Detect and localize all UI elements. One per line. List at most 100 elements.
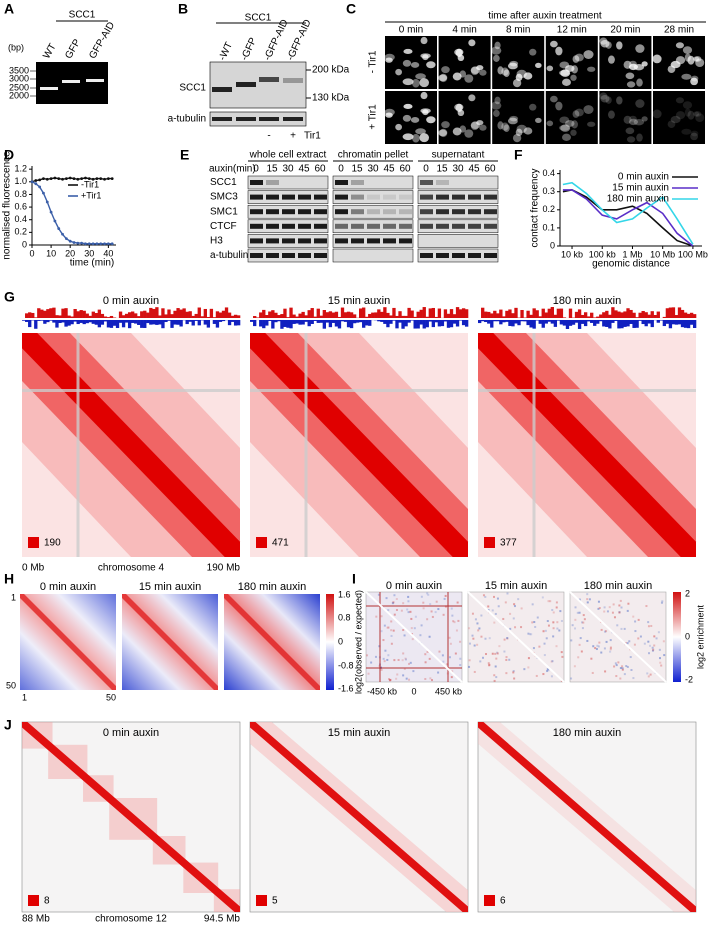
track-bar bbox=[386, 320, 390, 328]
nucleus bbox=[464, 74, 474, 83]
scale-label: 5 bbox=[272, 896, 278, 907]
track-bar bbox=[94, 320, 98, 325]
noise bbox=[618, 611, 621, 614]
noise bbox=[547, 624, 550, 627]
contact-band bbox=[478, 722, 696, 912]
noise bbox=[388, 679, 391, 682]
nucleus bbox=[546, 65, 554, 72]
track-bar bbox=[152, 320, 156, 325]
scale-label: 8 bbox=[44, 896, 50, 907]
point bbox=[110, 177, 114, 181]
noise bbox=[652, 648, 655, 651]
track-bar bbox=[431, 307, 435, 318]
blot-band bbox=[283, 117, 303, 121]
noise bbox=[380, 668, 383, 671]
nucleus bbox=[694, 111, 702, 117]
colorbar bbox=[673, 592, 681, 682]
noise bbox=[555, 606, 558, 609]
noise bbox=[375, 615, 378, 618]
nucleus bbox=[675, 111, 686, 120]
noise bbox=[380, 615, 383, 618]
time-label: 0 bbox=[253, 164, 259, 175]
track-bar bbox=[635, 320, 639, 328]
noise bbox=[476, 643, 479, 646]
noise bbox=[444, 594, 447, 597]
noise bbox=[616, 624, 619, 627]
noise bbox=[392, 601, 395, 604]
track-bar bbox=[73, 320, 77, 322]
track-bar bbox=[608, 314, 612, 318]
map-title: 15 min auxin bbox=[328, 295, 390, 307]
track-bar bbox=[185, 311, 189, 318]
track-bar bbox=[79, 320, 83, 323]
blot-band bbox=[399, 209, 412, 215]
noise bbox=[403, 668, 406, 671]
track-bar bbox=[194, 320, 198, 321]
noise bbox=[527, 632, 530, 635]
noise bbox=[603, 647, 606, 650]
noise bbox=[407, 595, 410, 598]
point bbox=[45, 200, 49, 204]
noise bbox=[485, 653, 488, 656]
track-bar bbox=[674, 320, 679, 325]
scale-swatch bbox=[256, 537, 267, 548]
blot bbox=[247, 175, 329, 190]
noise bbox=[559, 610, 562, 613]
nucleus bbox=[558, 124, 570, 131]
legend-label: 0 min auxin bbox=[618, 172, 669, 183]
track-bar bbox=[596, 316, 600, 318]
y-tick-label: 0.2 bbox=[542, 204, 555, 214]
noise bbox=[594, 647, 597, 650]
noise bbox=[578, 598, 581, 601]
blot-band bbox=[351, 194, 364, 200]
point bbox=[95, 242, 99, 246]
track-bar bbox=[544, 320, 548, 324]
lane-label: -WT bbox=[217, 41, 235, 63]
track-bar bbox=[298, 313, 302, 318]
nucleus bbox=[420, 108, 431, 114]
noise bbox=[541, 596, 544, 599]
track-bar bbox=[505, 310, 509, 318]
noise bbox=[453, 621, 456, 624]
track-bar bbox=[268, 320, 272, 321]
track-bar bbox=[313, 316, 317, 318]
nucleus bbox=[516, 124, 527, 134]
track-bar bbox=[556, 308, 561, 318]
noise bbox=[551, 660, 554, 663]
track-bar bbox=[481, 307, 485, 318]
blot-band bbox=[452, 253, 465, 258]
noise bbox=[648, 644, 651, 647]
contact-band bbox=[122, 594, 218, 690]
micrograph bbox=[438, 91, 491, 144]
nucleus bbox=[412, 78, 420, 88]
nucleus bbox=[491, 101, 502, 110]
track-bar bbox=[374, 312, 378, 318]
track-bar bbox=[401, 315, 405, 318]
blot-band bbox=[250, 209, 263, 215]
nucleus bbox=[415, 128, 426, 135]
noise bbox=[454, 652, 457, 655]
time-label: 15 bbox=[351, 164, 363, 175]
nucleus bbox=[503, 69, 510, 77]
track-bar bbox=[85, 320, 89, 324]
track-bar bbox=[70, 316, 74, 318]
track-bar bbox=[529, 314, 533, 318]
noise bbox=[424, 677, 427, 680]
nucleus bbox=[523, 72, 533, 80]
noise bbox=[422, 607, 425, 610]
track-bar bbox=[526, 320, 530, 326]
nucleus bbox=[559, 61, 570, 69]
noise bbox=[442, 613, 445, 616]
track-bar bbox=[253, 320, 257, 327]
noise bbox=[647, 625, 650, 628]
nucleus bbox=[493, 54, 500, 62]
noise bbox=[401, 659, 404, 662]
noise bbox=[621, 665, 624, 668]
gel-band bbox=[62, 80, 80, 83]
track-bar bbox=[206, 316, 211, 318]
track-bar bbox=[617, 320, 621, 329]
track-bar bbox=[389, 315, 393, 318]
nucleus bbox=[507, 117, 518, 125]
noise bbox=[387, 678, 390, 681]
track-bar bbox=[562, 317, 567, 318]
